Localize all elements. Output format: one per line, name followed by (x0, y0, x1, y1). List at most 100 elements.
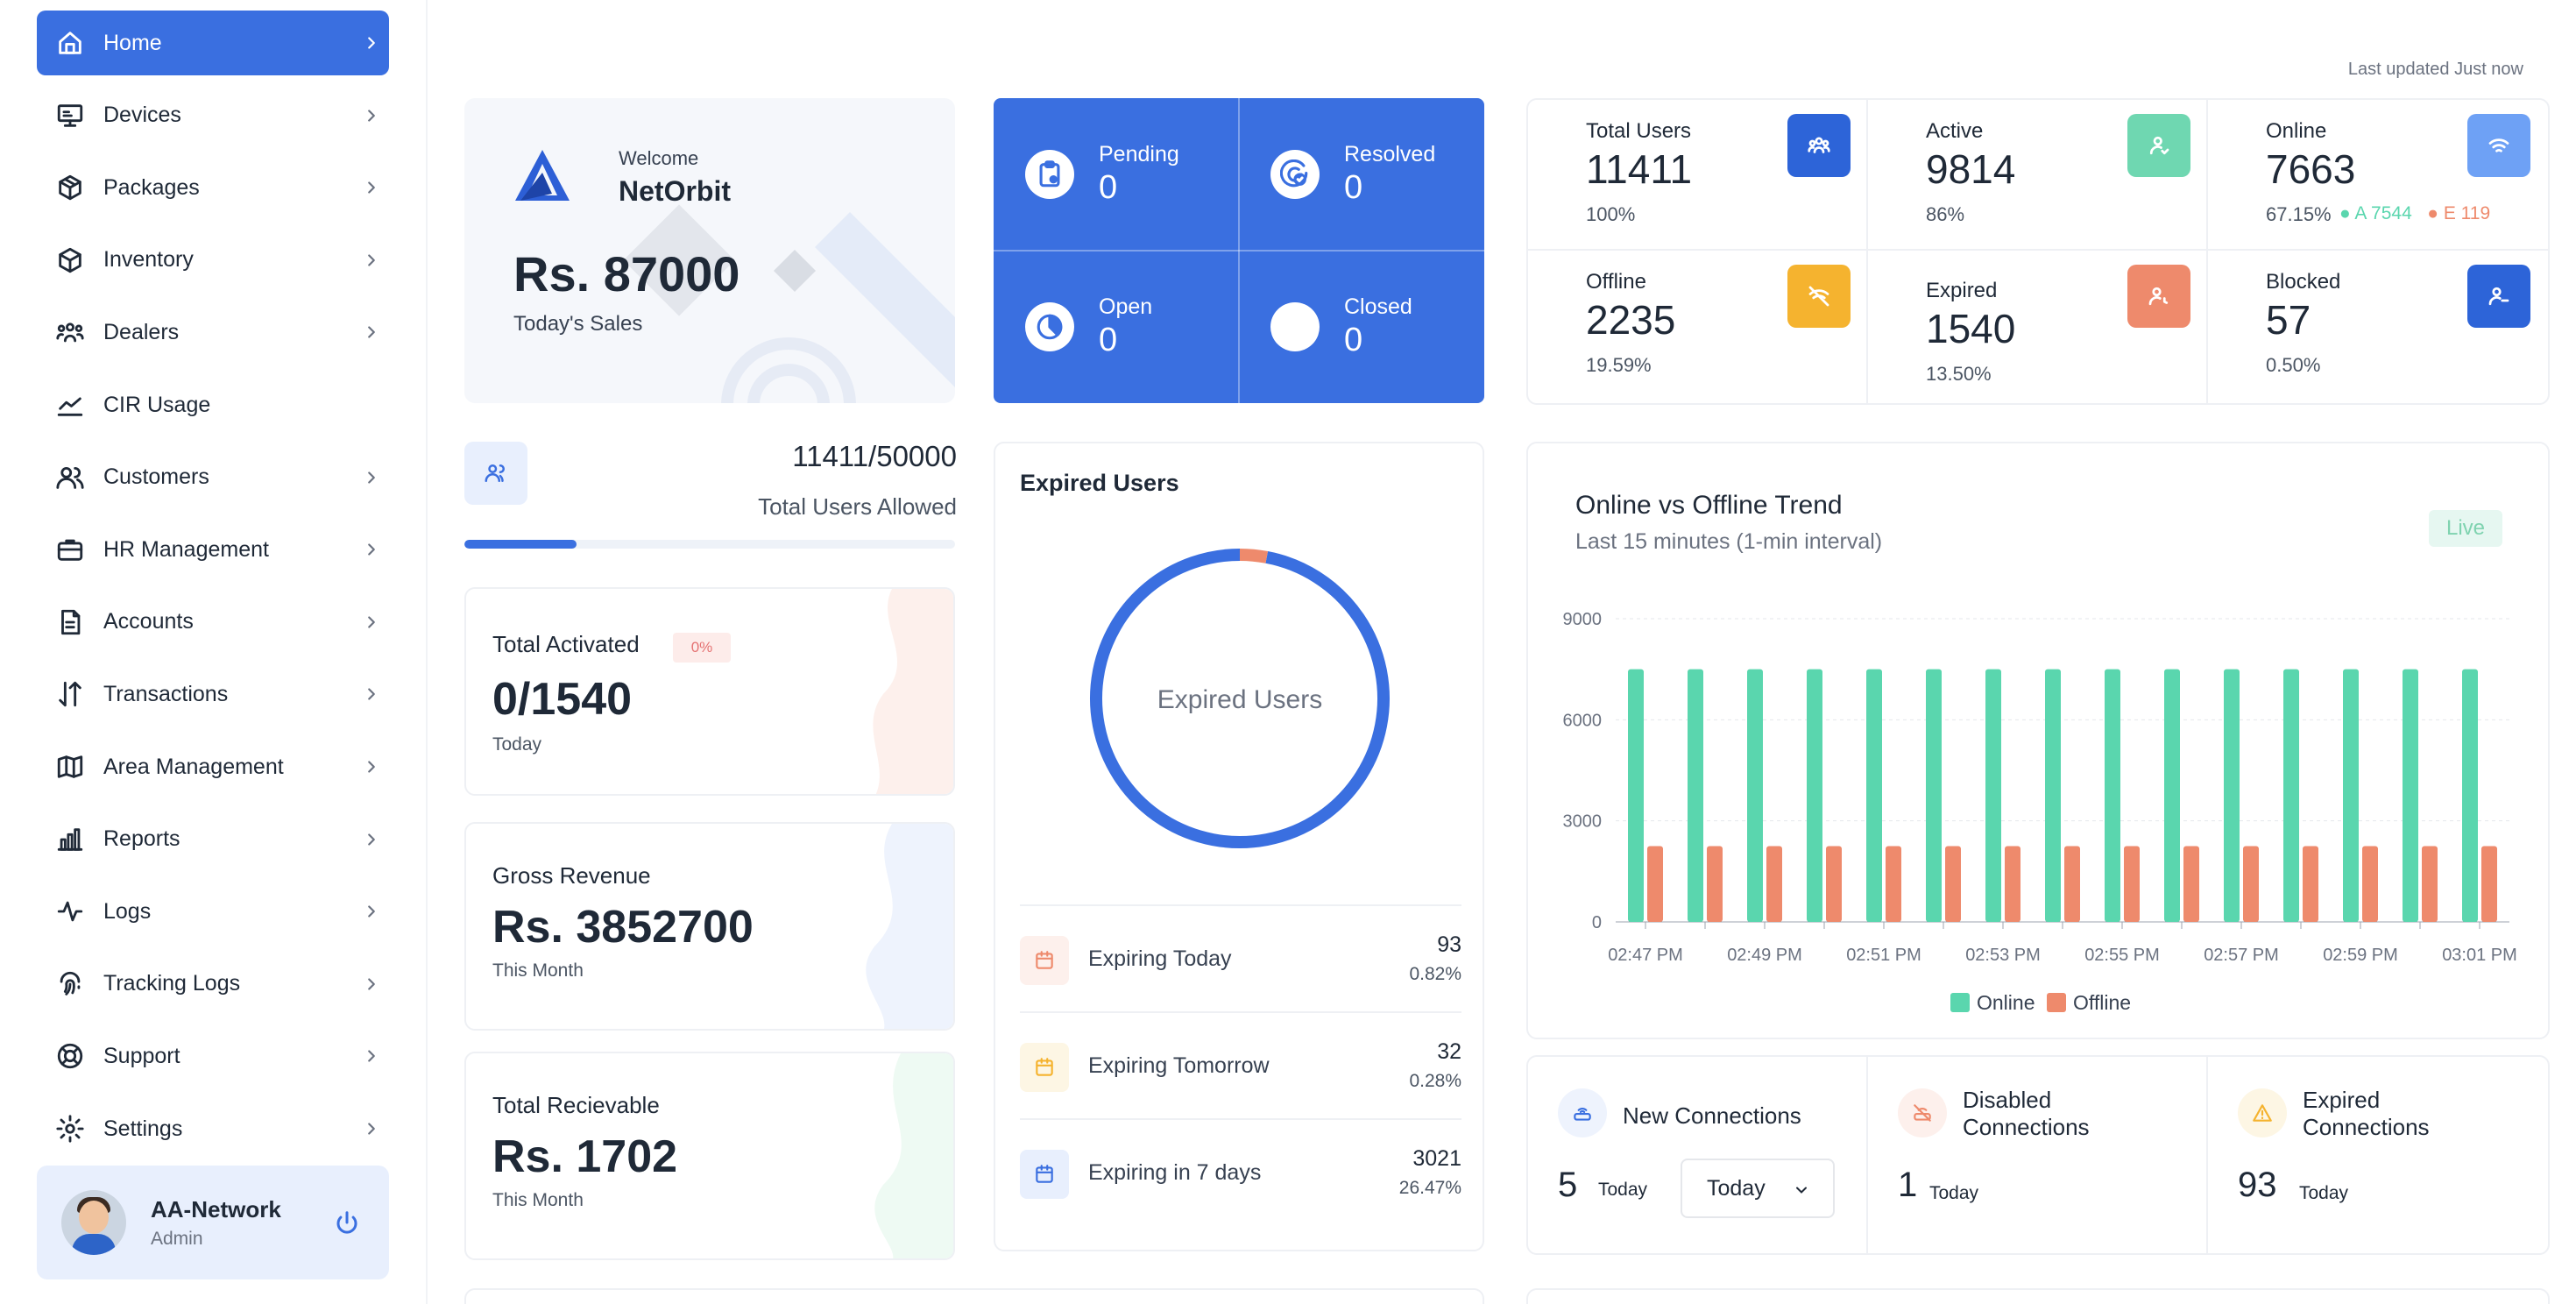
bar-offline (2303, 846, 2318, 922)
disabled-label-line1: Disabled (1963, 1087, 2052, 1113)
chevron-right-icon (354, 33, 389, 53)
stat-total-users[interactable]: Total Users 11411 100% (1528, 100, 1868, 252)
bar-offline (1707, 846, 1723, 922)
x-tick-label: 02:51 PM (1846, 946, 1921, 965)
sidebar-item-logs[interactable]: Logs (37, 879, 389, 944)
ticket-resolved[interactable]: Resolved 0 (1239, 98, 1484, 251)
sidebar-item-tracking-logs[interactable]: Tracking Logs (37, 952, 389, 1017)
stat-label: Online (2266, 119, 2327, 143)
chevron-right-icon (354, 757, 389, 776)
x-tick-label: 02:53 PM (1965, 946, 2041, 965)
sidebar-item-reports[interactable]: Reports (37, 807, 389, 872)
sidebar-item-home[interactable]: Home (37, 11, 389, 75)
bar-offline (2124, 846, 2140, 922)
row-pct: 0.28% (1409, 1071, 1461, 1091)
user-clock-icon (2127, 265, 2190, 328)
sidebar-item-transactions[interactable]: Transactions (37, 662, 389, 726)
chevron-right-icon (354, 1046, 389, 1066)
sidebar-item-label: Accounts (103, 609, 194, 634)
sidebar-item-area-management[interactable]: Area Management (37, 734, 389, 799)
chevron-right-icon (354, 613, 389, 632)
users-allowed-progress (464, 540, 955, 549)
sidebar-item-dealers[interactable]: Dealers (37, 300, 389, 365)
sidebar-item-cir-usage[interactable]: CIR Usage (37, 372, 389, 437)
trend-icon (37, 390, 103, 420)
router-icon (1558, 1088, 1607, 1137)
bar-offline (1886, 846, 1901, 922)
sidebar-item-devices[interactable]: Devices (37, 83, 389, 148)
user-check-icon (2127, 114, 2190, 177)
sidebar-item-settings[interactable]: Settings (37, 1096, 389, 1161)
chevron-right-icon (354, 684, 389, 704)
sidebar-item-customers[interactable]: Customers (37, 445, 389, 510)
trend-card: Online vs Offline Trend Last 15 minutes … (1526, 442, 2550, 1039)
sidebar-item-label: Transactions (103, 681, 229, 706)
ticket-closed[interactable]: Closed 0 (1239, 251, 1484, 403)
ticket-pending[interactable]: Pending 0 (994, 98, 1239, 251)
welcome-decoration (623, 204, 955, 403)
bottom-card-left (464, 1288, 1484, 1304)
bar-chart-icon (37, 825, 103, 854)
y-tick-label: 0 (1592, 913, 1602, 932)
row-label: Expiring Today (1088, 946, 1232, 971)
stat-online[interactable]: Online 7663 67.15% ● A 7544 ● E 119 (2208, 100, 2548, 252)
stat-value: 1540 (1926, 306, 2016, 351)
sidebar-item-inventory[interactable]: Inventory (37, 228, 389, 293)
stat-expired[interactable]: Expired 1540 13.50% (1868, 251, 2208, 402)
chevron-right-icon (354, 830, 389, 849)
bar-online (2164, 669, 2180, 922)
user-card[interactable]: AA-Network Admin (37, 1166, 389, 1279)
logout-button[interactable] (329, 1205, 364, 1240)
x-tick-label: 03:01 PM (2442, 946, 2517, 965)
brand-name: NetOrbit (619, 175, 731, 207)
expiring-today-row[interactable]: Expiring Today 93 0.82% (1020, 904, 1461, 1011)
document-icon (37, 607, 103, 637)
sidebar-item-label: Logs (103, 898, 152, 924)
sidebar-item-label: Dealers (103, 319, 180, 344)
bottom-card-right (1526, 1288, 2550, 1304)
activated-badge: 0% (673, 633, 731, 663)
new-connections-period-select[interactable]: Today (1681, 1159, 1835, 1218)
avatar (61, 1190, 126, 1255)
netorbit-logo (515, 150, 570, 201)
total-activated-card: Total Activated 0% 0/1540 Today (464, 587, 955, 796)
bar-offline (1945, 846, 1961, 922)
expiring-tomorrow-row[interactable]: Expiring Tomorrow 32 0.28% (1020, 1011, 1461, 1118)
sidebar-item-packages[interactable]: Packages (37, 155, 389, 220)
metric-sub: This Month (492, 960, 584, 981)
stat-label: Blocked (2266, 270, 2341, 294)
warning-icon (2238, 1088, 2287, 1137)
expiring-7days-row[interactable]: Expiring in 7 days 3021 26.47% (1020, 1118, 1461, 1225)
sidebar-item-accounts[interactable]: Accounts (37, 590, 389, 655)
x-tick-label: 02:57 PM (2204, 946, 2279, 965)
briefcase-icon (37, 535, 103, 564)
calendar-icon (1020, 1150, 1069, 1199)
user-block-icon (2467, 265, 2530, 328)
bar-online (2105, 669, 2120, 922)
legend-label: Online (1977, 991, 2035, 1014)
bar-offline (2064, 846, 2080, 922)
row-label: Expiring Tomorrow (1088, 1053, 1270, 1078)
stat-pct: 0.50% (2266, 354, 2321, 376)
select-value: Today (1707, 1175, 1766, 1201)
expired-users-donut: Expired Users (1090, 549, 1390, 848)
stat-active[interactable]: Active 9814 86% (1868, 100, 2208, 252)
trend-subtitle: Last 15 minutes (1-min interval) (1575, 529, 1883, 554)
sidebar-item-hr-management[interactable]: HR Management (37, 517, 389, 582)
bar-online (1807, 669, 1822, 922)
lifebuoy-icon (37, 1041, 103, 1071)
y-tick-label: 6000 (1563, 711, 1603, 730)
sidebar-item-label: Settings (103, 1116, 183, 1141)
expired-connections-label: Expired Connections (2303, 1087, 2430, 1141)
metric-value: 0/1540 (492, 674, 633, 725)
stat-offline[interactable]: Offline 2235 19.59% (1528, 251, 1868, 402)
clipboard-icon (1039, 160, 1060, 188)
sidebar-item-support[interactable]: Support (37, 1024, 389, 1088)
sidebar-item-label: Support (103, 1043, 180, 1068)
users-allowed-label: Total Users Allowed (758, 493, 957, 520)
stat-value: 11411 (1586, 146, 1693, 192)
stat-blocked[interactable]: Blocked 57 0.50% (2208, 251, 2548, 402)
user-role: Admin (151, 1228, 203, 1249)
ticket-open[interactable]: Open 0 (994, 251, 1239, 403)
row-pct: 26.47% (1398, 1178, 1461, 1198)
